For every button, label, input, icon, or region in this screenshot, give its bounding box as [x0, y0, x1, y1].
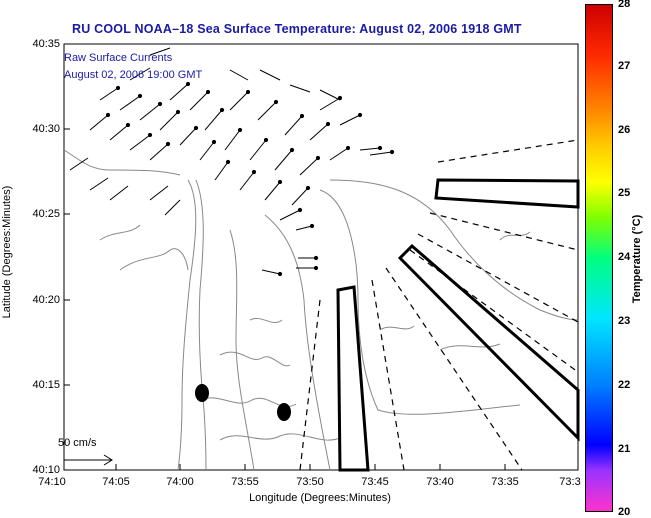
station-marker — [277, 403, 291, 421]
y-tick-label: 40:15 — [32, 379, 60, 391]
x-tick-label: 73:45 — [361, 476, 389, 488]
station-marker — [195, 384, 209, 402]
x-tick-label: 74:10 — [38, 476, 66, 488]
colorbar-tick-label: 25 — [618, 187, 631, 199]
inset-label-currents: Raw Surface Currents — [64, 52, 173, 64]
x-tick-label: 73:35 — [491, 476, 519, 488]
colorbar-label: Temperature (°C) — [631, 214, 643, 304]
plot-frame — [63, 43, 579, 471]
colorbar-tick-label: 28 — [618, 0, 631, 10]
colorbar-tick-label: 27 — [618, 60, 631, 72]
dashed-transects — [299, 139, 579, 471]
colorbar-tick-label: 24 — [618, 251, 631, 263]
y-tick-label: 40:35 — [32, 38, 60, 50]
temperature-colorbar — [585, 4, 613, 512]
coastline-contours — [63, 149, 579, 471]
axis-ticks — [64, 43, 506, 471]
x-tick-label: 73:40 — [426, 476, 454, 488]
colorbar-tick-label: 23 — [618, 315, 631, 327]
sampling-boxes — [336, 178, 580, 472]
scale-label: 50 cm/s — [58, 437, 97, 449]
colorbar-tick-label: 20 — [618, 506, 631, 518]
y-tick-label: 40:20 — [32, 294, 60, 306]
colorbar-tick-label: 26 — [618, 124, 631, 136]
x-tick-label: 74:05 — [102, 476, 130, 488]
scale-arrow — [64, 454, 113, 466]
x-tick-label: 74:00 — [166, 476, 194, 488]
x-axis-label: Longitude (Degrees:Minutes) — [249, 492, 391, 504]
inset-label-date: August 02, 2006 19:00 GMT — [64, 69, 203, 81]
title-text: RU COOL NOAA–18 Sea Surface Temperature:… — [72, 22, 522, 36]
y-tick-label: 40:30 — [32, 123, 60, 135]
current-vectors — [69, 47, 395, 277]
x-tick-label: 73:50 — [296, 476, 324, 488]
y-tick-label: 40:25 — [32, 208, 60, 220]
x-tick-label: 73:55 — [231, 476, 259, 488]
y-axis-label: Latitude (Degrees:Minutes) — [1, 185, 13, 319]
colorbar-tick-label: 22 — [618, 379, 631, 391]
colorbar-tick-label: 21 — [618, 443, 631, 455]
y-tick-label: 40:10 — [32, 464, 60, 476]
x-tick-label: 73:3 — [559, 476, 581, 488]
